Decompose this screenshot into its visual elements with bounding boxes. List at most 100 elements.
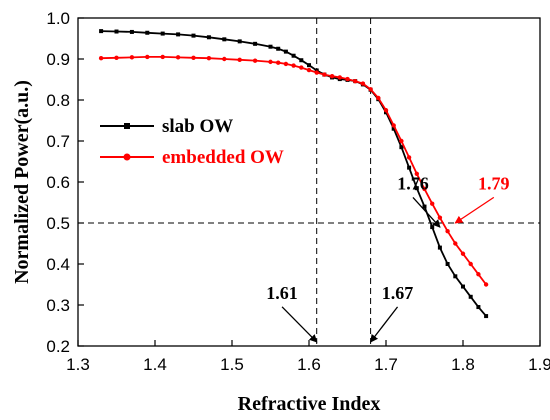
point-embedded-ow — [114, 55, 119, 60]
legend-marker-slab-ow — [124, 123, 130, 129]
point-slab-ow — [399, 145, 404, 150]
annotation-arrow-1-76 — [412, 196, 441, 228]
point-slab-ow — [422, 204, 427, 209]
x-tick-label: 1.9 — [528, 355, 550, 374]
point-slab-ow — [276, 46, 281, 51]
point-slab-ow — [176, 32, 181, 37]
annotation-arrow-1-61 — [281, 306, 318, 343]
point-slab-ow — [114, 29, 119, 34]
x-tick-label: 1.3 — [66, 355, 90, 374]
y-tick-label: 0.6 — [46, 173, 70, 192]
point-slab-ow — [461, 284, 465, 289]
x-tick-label: 1.5 — [220, 355, 244, 374]
annotation-arrow-1-67 — [369, 306, 399, 343]
point-embedded-ow — [329, 74, 335, 79]
series-line-slab-ow — [101, 30, 487, 317]
point-embedded-ow — [422, 186, 427, 192]
point-embedded-ow — [406, 155, 412, 160]
point-slab-ow — [414, 186, 419, 191]
point-embedded-ow — [252, 58, 258, 63]
point-slab-ow — [253, 41, 258, 46]
point-slab-ow — [430, 225, 435, 230]
point-embedded-ow — [276, 60, 281, 65]
point-slab-ow — [222, 37, 227, 42]
legend-label-slab-ow: slab OW — [162, 116, 233, 137]
point-embedded-ow — [129, 55, 135, 60]
series-layer — [98, 29, 489, 319]
y-tick-label: 0.7 — [46, 132, 70, 151]
point-embedded-ow — [445, 229, 450, 234]
legend-marker-embedded-ow — [123, 153, 131, 161]
point-embedded-ow — [191, 55, 196, 60]
point-embedded-ow — [391, 123, 396, 128]
point-embedded-ow — [414, 171, 419, 176]
legend-label-embedded-ow: embedded OW — [162, 147, 284, 168]
point-slab-ow — [476, 305, 481, 310]
point-slab-ow — [391, 126, 396, 131]
point-embedded-ow — [237, 57, 242, 63]
point-embedded-ow — [460, 251, 466, 256]
series-line-embedded-ow — [101, 56, 487, 286]
legend: slab OW embedded OW — [100, 116, 284, 168]
point-slab-ow — [484, 314, 489, 319]
point-embedded-ow — [453, 241, 458, 246]
point-slab-ow — [160, 31, 165, 36]
y-axis-title: Normalized Power(a.u.) — [11, 80, 33, 284]
y-tick-label: 0.2 — [46, 337, 70, 356]
point-slab-ow — [437, 245, 442, 250]
point-slab-ow — [407, 165, 412, 170]
y-tick-label: 1.0 — [46, 9, 70, 28]
point-embedded-ow — [468, 261, 473, 267]
point-embedded-ow — [283, 61, 289, 67]
x-axis-title: Refractive Index — [238, 393, 381, 415]
point-embedded-ow — [306, 67, 312, 73]
point-embedded-ow — [476, 272, 481, 277]
point-slab-ow — [99, 29, 104, 34]
x-tick-label: 1.6 — [297, 355, 321, 374]
point-slab-ow — [237, 39, 242, 44]
point-embedded-ow — [314, 70, 319, 75]
point-embedded-ow — [383, 108, 389, 113]
y-tick-label: 0.8 — [46, 91, 70, 110]
point-slab-ow — [307, 63, 311, 68]
point-embedded-ow — [345, 76, 350, 82]
point-embedded-ow — [353, 78, 358, 84]
annotation-label-1-67: 1.67 — [382, 283, 414, 303]
point-embedded-ow — [291, 63, 296, 68]
annotation-label-1-76: 1.76 — [397, 173, 429, 193]
point-embedded-ow — [268, 59, 273, 65]
annotation-label-1-79: 1.79 — [478, 173, 510, 193]
annotations: 1.61 1.67 1.76 1.79 — [266, 173, 510, 343]
y-tick-label: 0.5 — [46, 214, 70, 233]
point-embedded-ow — [222, 56, 227, 62]
point-embedded-ow — [98, 55, 104, 61]
point-embedded-ow — [376, 95, 381, 101]
point-embedded-ow — [430, 201, 435, 206]
point-embedded-ow — [206, 55, 212, 61]
point-embedded-ow — [175, 55, 181, 60]
x-tick-label: 1.8 — [451, 355, 475, 374]
point-embedded-ow — [368, 87, 373, 92]
point-embedded-ow — [437, 215, 443, 220]
point-slab-ow — [283, 49, 288, 54]
point-slab-ow — [191, 33, 196, 38]
point-embedded-ow — [483, 282, 489, 287]
annotation-label-1-61: 1.61 — [266, 283, 298, 303]
point-embedded-ow — [399, 138, 404, 144]
point-embedded-ow — [145, 54, 150, 60]
point-embedded-ow — [322, 72, 327, 77]
point-slab-ow — [299, 58, 304, 63]
x-tick-label: 1.4 — [143, 355, 167, 374]
point-slab-ow — [453, 274, 458, 279]
x-tick-label: 1.7 — [374, 355, 398, 374]
axis-ticks: 1.3 1.4 1.5 1.6 1.7 1.8 1.9 0.2 0.3 0.4 0.5 0.6 0.7 0… — [46, 9, 550, 374]
point-slab-ow — [206, 35, 211, 40]
y-tick-label: 0.3 — [46, 296, 70, 315]
point-embedded-ow — [299, 65, 304, 70]
point-embedded-ow — [360, 81, 366, 86]
y-tick-label: 0.4 — [46, 255, 70, 274]
y-tick-label: 0.9 — [46, 50, 70, 69]
point-slab-ow — [468, 294, 473, 299]
point-embedded-ow — [337, 75, 342, 80]
